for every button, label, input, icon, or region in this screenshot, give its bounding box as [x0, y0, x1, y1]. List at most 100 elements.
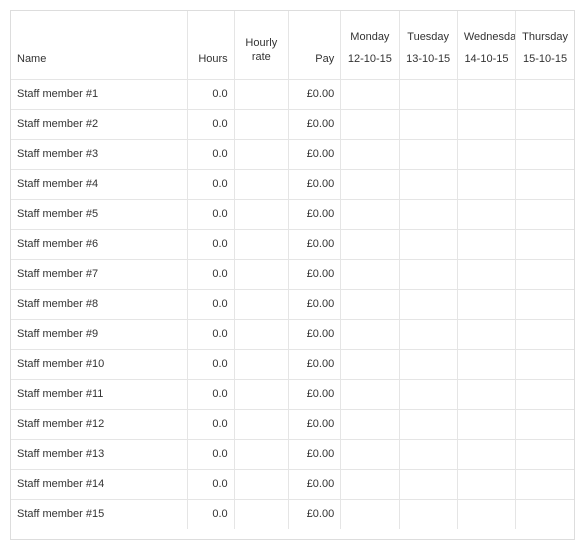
- cell-tuesday: [399, 229, 457, 259]
- cell-name: Staff member #10: [11, 349, 188, 379]
- cell-hours: 0.0: [188, 319, 234, 349]
- cell-name: Staff member #13: [11, 439, 188, 469]
- cell-monday: [341, 259, 399, 289]
- cell-pay: £0.00: [288, 379, 340, 409]
- cell-monday: [341, 109, 399, 139]
- table-row: Staff member #20.0£0.00: [11, 109, 574, 139]
- table-row: Staff member #50.0 £0.00: [11, 199, 574, 229]
- cell-thursday: [516, 229, 574, 259]
- cell-pay: £0.00: [288, 499, 340, 529]
- table-row: Staff member #90.0 £0.00: [11, 319, 574, 349]
- col-header-monday: Monday 12-10-15: [341, 11, 399, 79]
- cell-name: Staff member #2: [11, 109, 188, 139]
- cell-tuesday: [399, 469, 457, 499]
- cell-pay: £0.00: [288, 409, 340, 439]
- cell-monday: [341, 499, 399, 529]
- cell-pay: £0.00: [288, 79, 340, 109]
- col-header-wednesday: Wednesday 14-10-15: [457, 11, 515, 79]
- cell-wednesday: [457, 79, 515, 109]
- cell-hours: 0.0: [188, 409, 234, 439]
- cell-rate: [234, 319, 288, 349]
- cell-tuesday: [399, 379, 457, 409]
- cell-hours: 0.0: [188, 439, 234, 469]
- cell-thursday: [516, 469, 574, 499]
- cell-thursday: [516, 109, 574, 139]
- cell-name: Staff member #6: [11, 229, 188, 259]
- cell-wednesday: [457, 349, 515, 379]
- cell-wednesday: [457, 439, 515, 469]
- cell-monday: [341, 229, 399, 259]
- cell-tuesday: [399, 349, 457, 379]
- cell-pay: £0.00: [288, 439, 340, 469]
- cell-name: Staff member #9: [11, 319, 188, 349]
- col-header-tuesday: Tuesday 13-10-15: [399, 11, 457, 79]
- cell-pay: £0.00: [288, 319, 340, 349]
- cell-hours: 0.0: [188, 379, 234, 409]
- cell-wednesday: [457, 199, 515, 229]
- cell-thursday: [516, 259, 574, 289]
- table-row: Staff member #30.0£0.00: [11, 139, 574, 169]
- cell-name: Staff member #7: [11, 259, 188, 289]
- cell-pay: £0.00: [288, 199, 340, 229]
- table-row: Staff member #10.0£0.00: [11, 79, 574, 109]
- cell-name: Staff member #3: [11, 139, 188, 169]
- cell-thursday: [516, 289, 574, 319]
- cell-monday: [341, 349, 399, 379]
- cell-rate: [234, 79, 288, 109]
- cell-hours: 0.0: [188, 259, 234, 289]
- cell-tuesday: [399, 409, 457, 439]
- cell-wednesday: [457, 469, 515, 499]
- cell-wednesday: [457, 319, 515, 349]
- cell-rate: [234, 469, 288, 499]
- cell-wednesday: [457, 379, 515, 409]
- cell-rate: [234, 199, 288, 229]
- cell-wednesday: [457, 289, 515, 319]
- cell-hours: 0.0: [188, 229, 234, 259]
- staff-rota-table: Name Hours Hourly rate Pay Monday 12-10-…: [11, 11, 574, 529]
- cell-hours: 0.0: [188, 289, 234, 319]
- cell-name: Staff member #12: [11, 409, 188, 439]
- cell-name: Staff member #8: [11, 289, 188, 319]
- cell-monday: [341, 409, 399, 439]
- cell-name: Staff member #4: [11, 169, 188, 199]
- cell-wednesday: [457, 169, 515, 199]
- cell-thursday: [516, 409, 574, 439]
- cell-monday: [341, 319, 399, 349]
- cell-name: Staff member #11: [11, 379, 188, 409]
- cell-pay: £0.00: [288, 349, 340, 379]
- cell-name: Staff member #5: [11, 199, 188, 229]
- cell-pay: £0.00: [288, 139, 340, 169]
- cell-hours: 0.0: [188, 169, 234, 199]
- cell-thursday: [516, 139, 574, 169]
- cell-hours: 0.0: [188, 199, 234, 229]
- cell-hours: 0.0: [188, 469, 234, 499]
- cell-rate: [234, 259, 288, 289]
- table-row: Staff member #80.0 £0.00: [11, 289, 574, 319]
- table-row: Staff member #120.0 £0.00: [11, 409, 574, 439]
- cell-rate: [234, 379, 288, 409]
- col-header-hours: Hours: [188, 11, 234, 79]
- cell-monday: [341, 139, 399, 169]
- cell-rate: [234, 139, 288, 169]
- cell-tuesday: [399, 439, 457, 469]
- cell-pay: £0.00: [288, 469, 340, 499]
- staff-rota-container: Name Hours Hourly rate Pay Monday 12-10-…: [10, 10, 575, 540]
- cell-monday: [341, 439, 399, 469]
- cell-tuesday: [399, 319, 457, 349]
- cell-thursday: [516, 349, 574, 379]
- cell-pay: £0.00: [288, 259, 340, 289]
- cell-rate: [234, 499, 288, 529]
- cell-thursday: [516, 319, 574, 349]
- cell-monday: [341, 79, 399, 109]
- table-row: Staff member #100.0£0.00: [11, 349, 574, 379]
- cell-wednesday: [457, 409, 515, 439]
- table-row: Staff member #70.0 £0.00: [11, 259, 574, 289]
- cell-thursday: [516, 499, 574, 529]
- table-row: Staff member #130.0 £0.00: [11, 439, 574, 469]
- col-header-name: Name: [11, 11, 188, 79]
- cell-tuesday: [399, 199, 457, 229]
- cell-rate: [234, 169, 288, 199]
- cell-thursday: [516, 79, 574, 109]
- cell-pay: £0.00: [288, 289, 340, 319]
- cell-tuesday: [399, 289, 457, 319]
